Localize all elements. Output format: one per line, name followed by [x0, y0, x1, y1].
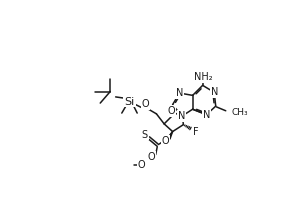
Text: N: N: [178, 111, 185, 121]
Text: O: O: [142, 99, 149, 109]
Text: F: F: [193, 127, 198, 137]
Text: Si: Si: [124, 97, 135, 107]
Text: N: N: [176, 88, 183, 98]
Text: O: O: [138, 160, 146, 170]
Text: O: O: [162, 136, 169, 146]
Polygon shape: [180, 111, 183, 116]
Text: CH₃: CH₃: [231, 108, 248, 117]
Text: S: S: [142, 130, 148, 140]
Polygon shape: [168, 131, 173, 139]
Text: N: N: [211, 87, 218, 97]
Text: O: O: [167, 106, 175, 116]
Text: O: O: [147, 152, 155, 162]
Text: NH₂: NH₂: [194, 72, 213, 82]
Text: N: N: [203, 110, 210, 120]
